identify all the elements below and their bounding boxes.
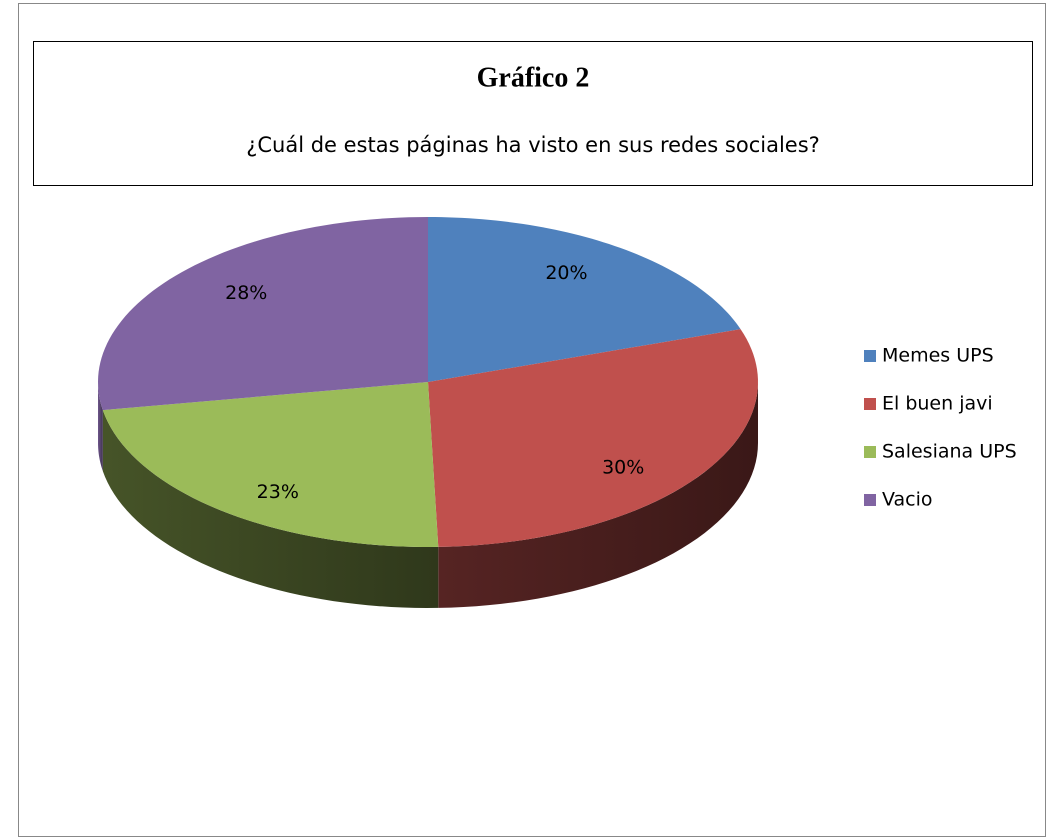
legend: Memes UPS El buen javi Salesiana UPS Vacio — [864, 345, 1017, 511]
pie-side — [98, 382, 103, 472]
legend-swatch — [864, 398, 876, 410]
data-label: 20% — [545, 262, 587, 284]
legend-swatch — [864, 446, 876, 458]
title-box — [33, 41, 1033, 186]
data-label: 30% — [602, 457, 644, 479]
pie-slice — [428, 217, 741, 382]
legend-label: Salesiana UPS — [882, 441, 1017, 463]
pie-side — [438, 382, 758, 608]
legend-swatch — [864, 350, 876, 362]
chart-subtitle: ¿Cuál de estas páginas ha visto en sus r… — [246, 133, 820, 157]
pie: 20% 30% 23% 28% — [98, 217, 758, 608]
pie-side — [102, 410, 439, 608]
pie-slice — [428, 329, 758, 547]
legend-label: El buen javi — [882, 393, 993, 415]
data-label: 28% — [225, 282, 267, 304]
legend-label: Memes UPS — [882, 345, 994, 367]
pie-slice — [98, 217, 429, 411]
legend-swatch — [864, 494, 876, 506]
data-label: 23% — [257, 481, 299, 503]
pie-slice — [102, 382, 439, 547]
legend-label: Vacio — [882, 489, 933, 511]
chart-title: Gráfico 2 — [477, 62, 590, 93]
